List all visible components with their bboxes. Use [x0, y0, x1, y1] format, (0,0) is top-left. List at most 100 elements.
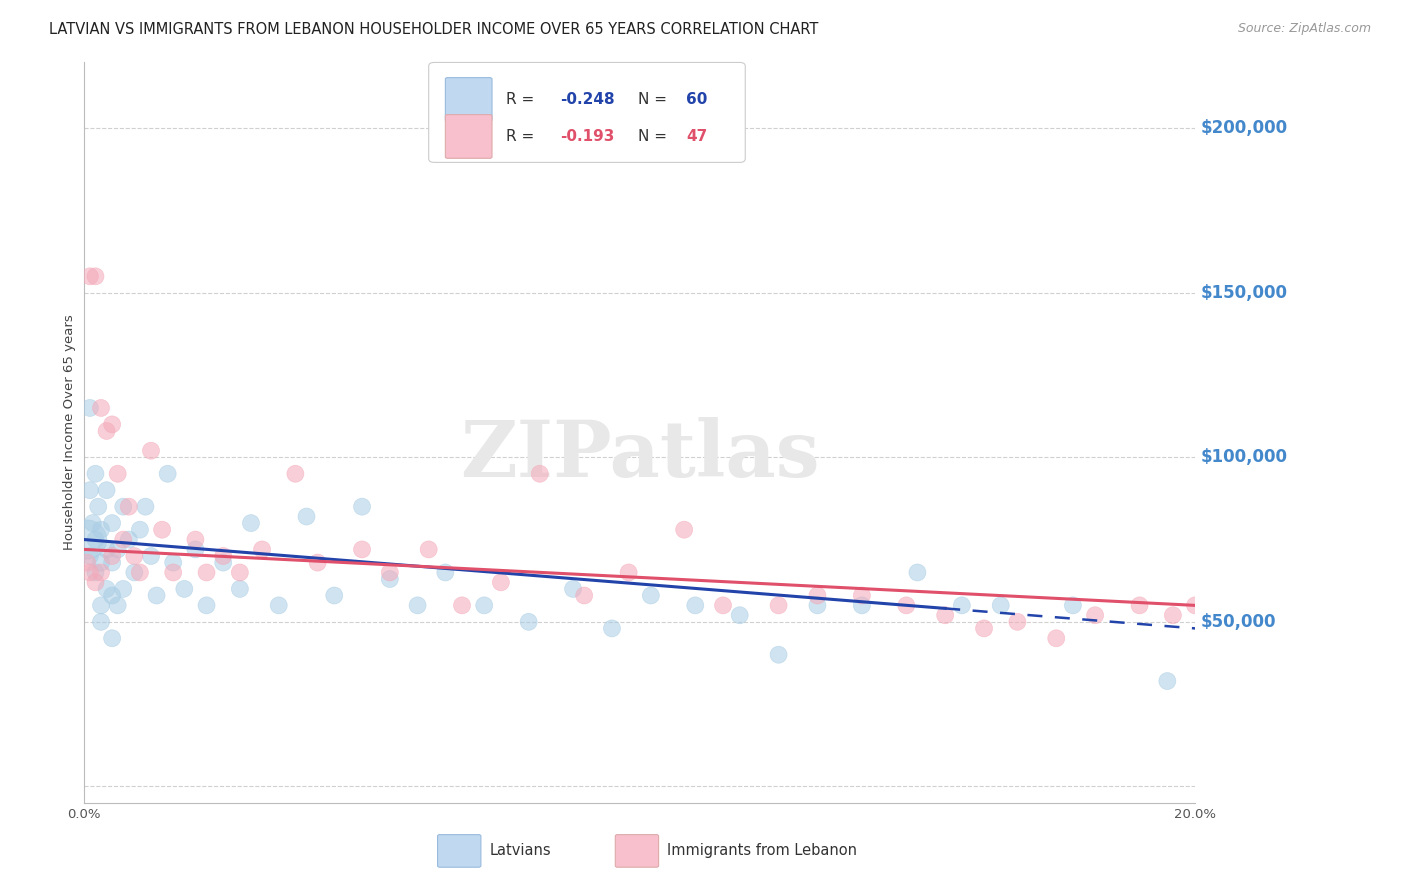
Point [896, 599, 918, 613]
Point [472, 599, 495, 613]
Point [990, 599, 1012, 613]
Text: R =: R = [506, 129, 544, 144]
Point [1161, 608, 1184, 623]
Point [806, 589, 828, 603]
Point [90, 401, 112, 415]
Point [229, 582, 252, 596]
Point [118, 500, 141, 514]
Point [517, 615, 540, 629]
Point [352, 542, 374, 557]
Point [84, 467, 107, 481]
Point [96, 483, 118, 498]
Text: N =: N = [637, 92, 672, 107]
FancyBboxPatch shape [616, 835, 658, 867]
Point [101, 516, 124, 530]
Point [84, 575, 107, 590]
Point [212, 556, 235, 570]
Point [124, 549, 146, 563]
Point [101, 589, 124, 603]
Point [107, 599, 129, 613]
Point [352, 500, 374, 514]
Text: -0.193: -0.193 [560, 129, 614, 144]
Point [574, 589, 596, 603]
Point [434, 566, 457, 580]
Point [96, 582, 118, 596]
Point [768, 599, 790, 613]
Point [101, 549, 124, 563]
Point [87, 500, 110, 514]
Point [640, 589, 662, 603]
Point [139, 443, 162, 458]
Point [806, 599, 828, 613]
Text: $200,000: $200,000 [1201, 120, 1288, 137]
FancyBboxPatch shape [429, 62, 745, 162]
Point [307, 556, 329, 570]
FancyBboxPatch shape [437, 835, 481, 867]
Point [107, 467, 129, 481]
Point [323, 589, 346, 603]
Point [84, 533, 107, 547]
Text: Immigrants from Lebanon: Immigrants from Lebanon [668, 844, 858, 858]
Point [139, 549, 162, 563]
Point [195, 599, 218, 613]
Point [768, 648, 790, 662]
Point [1184, 599, 1206, 613]
Text: -0.248: -0.248 [560, 92, 614, 107]
Point [1156, 674, 1178, 689]
Text: Source: ZipAtlas.com: Source: ZipAtlas.com [1237, 22, 1371, 36]
Point [617, 566, 640, 580]
Point [101, 556, 124, 570]
Point [90, 523, 112, 537]
Text: $150,000: $150,000 [1201, 284, 1288, 301]
Point [129, 523, 152, 537]
Point [84, 566, 107, 580]
Point [489, 575, 512, 590]
Point [124, 566, 146, 580]
Point [90, 615, 112, 629]
Point [90, 599, 112, 613]
Point [378, 572, 401, 586]
Point [212, 549, 235, 563]
Point [112, 500, 135, 514]
Point [600, 621, 623, 635]
Point [112, 533, 135, 547]
Point [84, 269, 107, 284]
Text: $50,000: $50,000 [1201, 613, 1277, 631]
Point [195, 566, 218, 580]
Point [562, 582, 585, 596]
Text: Latvians: Latvians [489, 844, 551, 858]
Point [79, 566, 101, 580]
Point [1062, 599, 1084, 613]
Point [728, 608, 751, 623]
Text: N =: N = [637, 129, 672, 144]
Point [79, 269, 101, 284]
Point [96, 424, 118, 438]
Point [129, 566, 152, 580]
Point [173, 582, 195, 596]
Point [1007, 615, 1029, 629]
Point [851, 589, 873, 603]
Point [284, 467, 307, 481]
Point [101, 632, 124, 646]
Point [1129, 599, 1152, 613]
Point [711, 599, 734, 613]
Point [145, 589, 167, 603]
Point [1045, 632, 1067, 646]
Point [76, 556, 98, 570]
Point [134, 500, 156, 514]
Point [90, 556, 112, 570]
Point [851, 599, 873, 613]
Text: R =: R = [506, 92, 540, 107]
Point [451, 599, 474, 613]
Point [406, 599, 429, 613]
Point [229, 566, 252, 580]
Point [295, 509, 318, 524]
Point [150, 523, 173, 537]
Y-axis label: Householder Income Over 65 years: Householder Income Over 65 years [63, 315, 76, 550]
Point [685, 599, 707, 613]
Point [529, 467, 551, 481]
Point [101, 417, 124, 432]
Point [267, 599, 290, 613]
Point [156, 467, 179, 481]
Text: LATVIAN VS IMMIGRANTS FROM LEBANON HOUSEHOLDER INCOME OVER 65 YEARS CORRELATION : LATVIAN VS IMMIGRANTS FROM LEBANON HOUSE… [49, 22, 818, 37]
